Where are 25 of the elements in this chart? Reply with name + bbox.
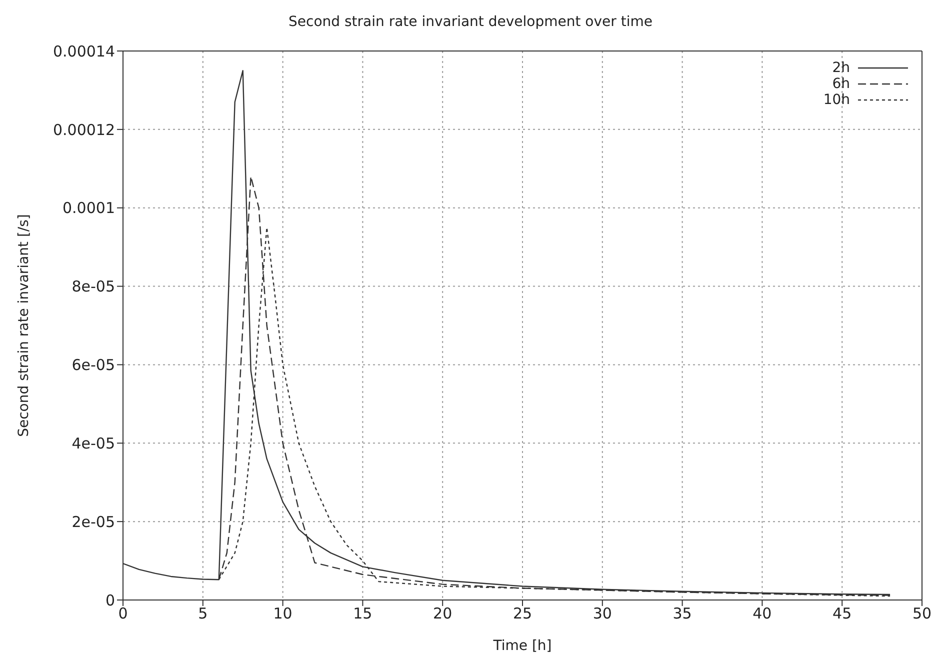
x-tick-label: 15	[353, 604, 372, 623]
x-tick-label: 20	[433, 604, 452, 623]
x-tick-label: 35	[672, 604, 692, 623]
x-tick-label: 40	[752, 604, 772, 623]
x-tick-label: 30	[592, 604, 612, 623]
x-tick-label: 50	[912, 604, 932, 623]
legend-label: 6h	[832, 76, 850, 92]
y-tick-label: 4e-05	[72, 434, 115, 452]
y-tick-label: 0.00012	[52, 120, 115, 139]
x-axis-title: Time [h]	[492, 638, 552, 654]
y-tick-label: 8e-05	[72, 278, 115, 296]
y-tick-label: 6e-05	[72, 356, 115, 374]
x-tick-label: 0	[118, 604, 128, 623]
x-tick-label: 45	[832, 604, 852, 623]
x-tick-label: 5	[198, 604, 208, 623]
y-tick-label: 0	[105, 591, 115, 610]
legend-label: 2h	[832, 60, 850, 76]
y-tick-label: 0.00014	[52, 42, 115, 60]
y-tick-label: 2e-05	[72, 512, 115, 531]
y-tick-label: 0.0001	[62, 199, 115, 218]
x-tick-label: 10	[273, 604, 292, 623]
x-tick-label: 25	[512, 604, 532, 623]
y-axis-title: Second strain rate invariant [/s]	[16, 214, 32, 437]
legend-label: 10h	[823, 92, 850, 108]
chart-title: Second strain rate invariant development over time	[288, 13, 654, 32]
